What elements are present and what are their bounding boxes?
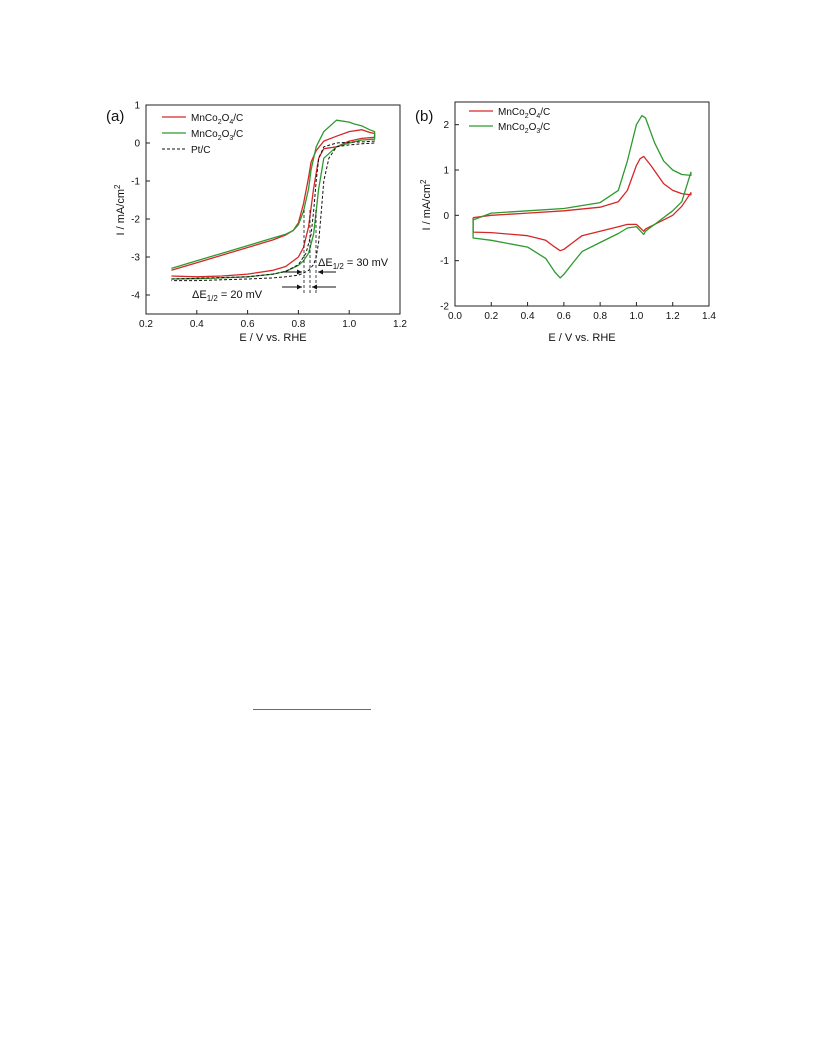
panel-b-yticks: 2 1 0 -1 -2: [440, 120, 459, 313]
panel-a-xtick-label: 0.4: [190, 319, 204, 330]
panel-a-xtick-label: 1.2: [393, 319, 407, 330]
panel-a-xtick-label: 1.0: [342, 319, 356, 330]
panel-b-ytick-label: -2: [440, 302, 449, 313]
legend-label-b-mnco2o3: MnCo2O3/C: [498, 122, 550, 135]
anno-delta-20mv: ΔE1/2 = 20 mV: [192, 289, 263, 303]
anno-arrowhead-right-1: [318, 269, 323, 275]
panel-b-label: (b): [415, 108, 433, 125]
legend-label-mnco2o4: MnCo2O4/C: [191, 113, 243, 126]
legend-label-ptc: Pt/C: [191, 145, 210, 156]
panel-b-ylabel: I / mA/cm2: [419, 179, 433, 230]
panel-b-chart: (b) 2 1 0 -1 -2 0.0 0.2 0.4 0.6 0.8 1.0 1.2 1.4 E /…: [415, 101, 716, 344]
panel-a-yticks: 1 0 -1 -2 -3 -4: [131, 101, 150, 302]
legend-label-b-mnco2o4: MnCo2O4/C: [498, 107, 550, 120]
panel-b-xtick-label: 1.4: [702, 311, 716, 322]
panel-b-xticks: 0.0 0.2 0.4 0.6 0.8 1.0 1.2 1.4: [448, 302, 716, 322]
panel-b-ytick-label: 1: [443, 166, 449, 177]
panel-b-xtick-label: 0.4: [521, 311, 535, 322]
panel-a-series-line-1: [171, 119, 376, 280]
panel-a-ytick-label: -1: [131, 177, 140, 188]
panel-a-ytick-label: -2: [131, 215, 140, 226]
panel-b-ylabel-text: I / mA/cm: [421, 184, 433, 230]
panel-a-annotations: ΔE1/2 = 30 mV ΔE1/2 = 20 mV: [192, 210, 389, 303]
panel-b-plot-frame: [454, 101, 710, 307]
figure: (a) 1 0 -1 -2 -3 -4 0.2 0.4 0.6 0.8 1.0 1.2 E / V …: [106, 101, 716, 345]
svg-text:I / mA/cm2: I / mA/cm2: [113, 184, 127, 235]
panel-b-xtick-label: 1.0: [629, 311, 643, 322]
panel-b-ytick-label: 2: [443, 120, 449, 131]
panel-a-series-group: [171, 119, 376, 282]
footer-link-rule: [253, 709, 371, 710]
panel-b-series-line-1: [472, 114, 692, 279]
panel-a-ytick-label: -3: [131, 253, 140, 264]
anno-arrowhead-left-1: [297, 269, 302, 275]
panel-b-xtick-label: 0.0: [448, 311, 462, 322]
panel-a-series-line-2: [171, 140, 376, 282]
panel-a-xticks: 0.2 0.4 0.6 0.8 1.0 1.2: [139, 310, 407, 330]
panel-a-ylabel-text: I / mA/cm: [115, 189, 127, 235]
panel-a-ytick-label: -4: [131, 291, 140, 302]
panel-a-xtick-label: 0.8: [291, 319, 305, 330]
panel-b-series-line-0: [472, 155, 692, 252]
panel-a-xtick-label: 0.6: [241, 319, 255, 330]
panel-b-xtick-label: 1.2: [666, 311, 680, 322]
panel-a-plot-frame: [145, 104, 401, 315]
panel-a-ylabel-sup: 2: [113, 184, 122, 189]
panel-b-ytick-label: 0: [443, 211, 449, 222]
panel-b-xtick-label: 0.6: [557, 311, 571, 322]
panel-b-legend: MnCo2O4/C MnCo2O3/C: [469, 107, 550, 135]
panel-a-label: (a): [106, 108, 124, 125]
legend-label-mnco2o3: MnCo2O3/C: [191, 129, 243, 142]
svg-text:I / mA/cm2: I / mA/cm2: [419, 179, 433, 230]
panel-b-ylabel-sup: 2: [419, 179, 428, 184]
anno-arrowhead-left-2: [297, 284, 302, 290]
panel-b-xlabel: E / V vs. RHE: [548, 332, 615, 344]
panel-b-xtick-label: 0.2: [484, 311, 498, 322]
panel-a-ytick-label: 1: [134, 101, 140, 112]
panel-a-ylabel: I / mA/cm2: [113, 184, 127, 235]
anno-arrowhead-right-2: [312, 284, 317, 290]
panel-a-xtick-label: 0.2: [139, 319, 153, 330]
panel-a-chart: (a) 1 0 -1 -2 -3 -4 0.2 0.4 0.6 0.8 1.0 1.2 E / V …: [106, 101, 407, 345]
anno-delta-30mv: ΔE1/2 = 30 mV: [318, 257, 389, 271]
panel-a-xlabel: E / V vs. RHE: [239, 332, 306, 344]
panel-a-legend: MnCo2O4/C MnCo2O3/C Pt/C: [162, 113, 243, 156]
panel-b-ytick-label: -1: [440, 256, 449, 267]
panel-b-xtick-label: 0.8: [593, 311, 607, 322]
panel-a-ytick-label: 0: [134, 139, 140, 150]
panel-b-series-group: [472, 114, 692, 279]
